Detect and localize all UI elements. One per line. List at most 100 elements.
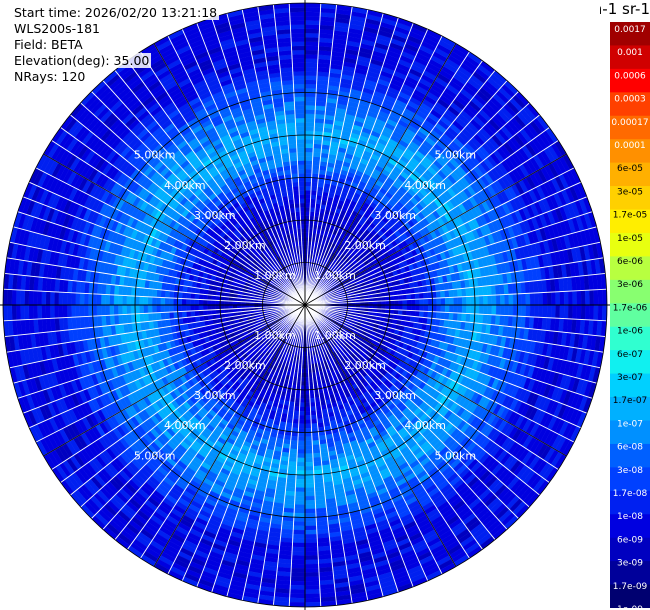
ppi-cell xyxy=(559,304,565,319)
ppi-cell xyxy=(572,290,578,306)
ppi-cell xyxy=(304,100,316,106)
ppi-cell xyxy=(290,572,306,578)
ppi-cell xyxy=(457,304,463,314)
ppi-cell xyxy=(304,219,310,225)
ppi-cell xyxy=(529,304,535,318)
ppi-cell xyxy=(534,292,539,306)
ppi-cell xyxy=(289,584,306,590)
ppi-cell xyxy=(304,601,321,607)
ppi-cell xyxy=(304,449,313,454)
ppi-cell xyxy=(512,293,518,306)
ppi-cell xyxy=(304,534,318,539)
ppi-cell xyxy=(288,452,298,458)
ppi-cell xyxy=(304,393,311,399)
ppi-cell xyxy=(381,304,386,310)
ppi-cell xyxy=(500,294,505,306)
ppi-cell xyxy=(397,309,403,316)
ppi-cell xyxy=(304,41,319,47)
ppi-cell xyxy=(418,292,424,300)
ppi-cell xyxy=(483,304,488,315)
ppi-cell xyxy=(440,311,446,320)
ppi-cell xyxy=(290,440,299,446)
ppi-cell xyxy=(304,410,311,416)
ppi-cell xyxy=(304,156,313,161)
ppi-cell xyxy=(423,291,429,299)
ppi-cell xyxy=(542,292,548,306)
ppi-cell xyxy=(457,296,463,306)
ppi-cell xyxy=(311,423,319,429)
ppi-cell xyxy=(576,304,582,320)
ppi-cell xyxy=(292,529,306,535)
ppi-cell xyxy=(293,508,306,514)
ppi-cell xyxy=(508,304,514,317)
ppi-cell xyxy=(309,397,316,403)
ppi-cell xyxy=(312,147,322,153)
ppi-cell xyxy=(597,289,603,306)
ppi-cell xyxy=(410,293,416,300)
ppi-cell xyxy=(304,20,321,26)
ppi-cell xyxy=(285,486,296,492)
ppi-cell xyxy=(304,427,312,433)
ppi-cell xyxy=(444,304,450,313)
ppi-cell xyxy=(304,122,315,127)
ppi-cell xyxy=(292,538,306,544)
ppi-cell xyxy=(304,7,321,13)
ppi-cell xyxy=(310,186,318,192)
ppi-cell xyxy=(466,296,471,306)
ppi-cell xyxy=(423,311,429,319)
ppi-cell xyxy=(291,551,306,556)
ppi-cell xyxy=(304,11,321,17)
ppi-cell xyxy=(555,291,561,306)
ppi-cell xyxy=(304,54,319,59)
ppi-cell xyxy=(385,304,391,310)
ppi-cell xyxy=(304,168,313,174)
ppi-cell xyxy=(297,436,306,442)
ppi-cell xyxy=(304,134,315,140)
ppi-cell xyxy=(427,298,433,306)
ppi-cell xyxy=(563,291,569,306)
ppi-cell xyxy=(521,293,527,306)
ppi-cell xyxy=(474,304,480,315)
ppi-cell xyxy=(423,304,429,312)
ppi-cell xyxy=(312,457,322,463)
ppi-cell xyxy=(304,512,317,518)
ppi-cell xyxy=(296,466,306,471)
ppi-cell xyxy=(410,304,416,311)
ppi-cell xyxy=(435,290,441,299)
ppi-cell xyxy=(410,310,416,317)
ppi-cell xyxy=(508,293,514,306)
ppi-cell xyxy=(448,289,454,298)
ppi-cell xyxy=(304,483,315,488)
ppi-cell xyxy=(567,304,573,320)
ppi-cell xyxy=(427,304,433,312)
ppi-cell xyxy=(304,495,316,501)
ppi-cell xyxy=(525,293,531,306)
ppi-cell xyxy=(304,147,314,153)
ppi-cell xyxy=(304,130,315,136)
ppi-cell xyxy=(304,151,314,157)
ppi-cell xyxy=(453,304,459,314)
ppi-cell xyxy=(486,314,492,325)
ppi-cell xyxy=(304,474,315,480)
ppi-cell xyxy=(304,576,320,582)
ppi-cell xyxy=(449,297,454,306)
ppi-cell xyxy=(292,534,306,539)
ppi-cell xyxy=(452,312,458,322)
ppi-cell xyxy=(597,304,603,321)
ppi-cell xyxy=(304,83,317,89)
ppi-cell xyxy=(414,310,420,318)
ppi-cell xyxy=(311,440,320,446)
ppi-cell xyxy=(406,310,412,317)
ppi-cell xyxy=(449,304,454,313)
ppi-cell xyxy=(393,304,399,311)
ppi-cell xyxy=(291,563,306,569)
ppi-cell xyxy=(304,419,312,425)
ppi-cell xyxy=(310,418,318,424)
ppi-cell xyxy=(580,290,586,306)
ppi-cell xyxy=(299,393,306,399)
ppi-cell xyxy=(304,563,319,569)
ppi-cell xyxy=(300,389,306,395)
ppi-cell xyxy=(291,423,299,429)
ppi-cell xyxy=(304,32,320,38)
